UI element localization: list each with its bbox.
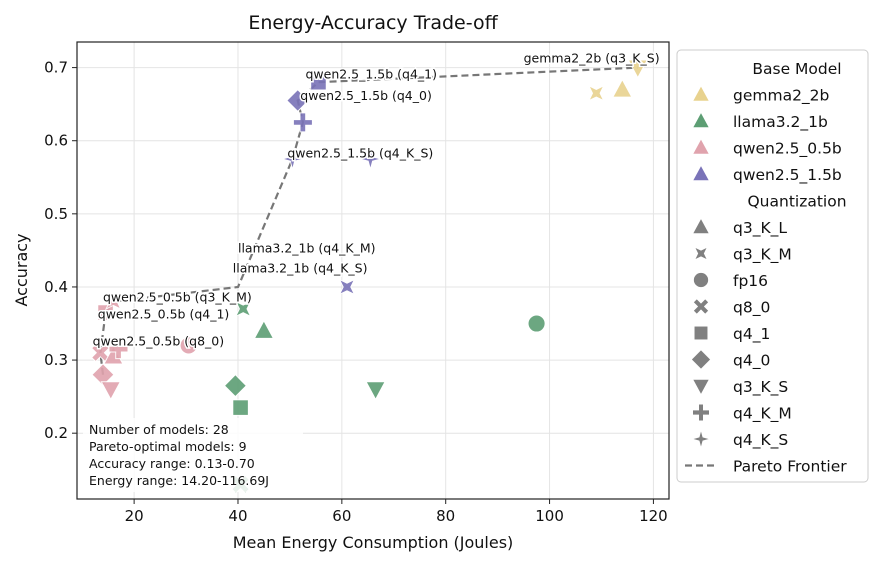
legend-marker xyxy=(693,245,709,262)
legend-marker xyxy=(691,378,711,396)
data-point xyxy=(234,300,252,318)
point-annotation: qwen2.5_0.5b (q8_0) xyxy=(93,333,225,348)
stats-line: Pareto-optimal models: 9 xyxy=(89,439,247,454)
y-tick-label: 0.7 xyxy=(44,59,68,77)
legend-label: q4_0 xyxy=(733,352,770,371)
data-point xyxy=(286,88,310,113)
legend-marker xyxy=(692,271,710,289)
point-annotations: gemma2_2b (q3_K_S) qwen2.5_1.5b (q4_1)qwe… xyxy=(91,49,661,350)
legend-label: Pareto Frontier xyxy=(733,458,847,476)
y-axis-label: Accuracy xyxy=(12,233,31,306)
legend-label: q4_K_M xyxy=(733,405,792,424)
y-tick-label: 0.3 xyxy=(44,351,68,369)
legend-label: q8_0 xyxy=(733,299,770,318)
summary-stats: Number of models: 28 Pareto-optimal model… xyxy=(83,418,303,492)
x-tick-label: 20 xyxy=(125,507,144,525)
pareto-frontier xyxy=(99,66,638,375)
point-annotation: qwen2.5_1.5b (q4_1) xyxy=(305,67,437,82)
legend-label: qwen2.5_1.5b xyxy=(733,166,842,185)
data-point xyxy=(310,73,327,91)
legend-label: gemma2_2b xyxy=(733,87,829,106)
data-point xyxy=(587,84,605,102)
stats-line: Energy range: 14.20-116.69J xyxy=(89,473,269,488)
point-annotation: qwen2.5_0.5b (q4_1) xyxy=(98,306,230,321)
data-point xyxy=(338,278,356,296)
legend: Base Model gemma2_2b llama3.2_1b qwen2.5_0.… xyxy=(676,49,869,483)
legend-label: llama3.2_1b xyxy=(733,113,828,132)
data-point xyxy=(90,343,110,363)
legend-label: qwen2.5_0.5b xyxy=(733,140,842,159)
x-tick-label: 120 xyxy=(639,507,668,525)
data-point xyxy=(611,78,633,98)
legend-marker xyxy=(690,348,712,371)
legend-marker xyxy=(691,84,711,102)
legend-marker xyxy=(689,427,713,451)
point-annotation: llama3.2_1b (q4_K_M) xyxy=(238,241,376,256)
point-annotation: gemma2_2b (q3_K_S) xyxy=(524,50,660,65)
data-point xyxy=(527,314,546,333)
stats-box xyxy=(83,418,303,492)
data-point xyxy=(627,59,649,79)
legend-label: q4_1 xyxy=(733,325,770,344)
data-point xyxy=(232,399,249,416)
legend-header: Base Model xyxy=(752,60,841,78)
legend-marker xyxy=(691,164,711,182)
legend-marker xyxy=(692,297,710,316)
data-point xyxy=(108,339,129,360)
legend-label: fp16 xyxy=(733,272,768,290)
legend-label: q3_K_M xyxy=(733,246,792,265)
x-tick-label: 100 xyxy=(535,507,564,525)
data-points xyxy=(90,59,649,494)
x-tick-label: 40 xyxy=(228,507,247,525)
point-annotation: qwen2.5_1.5b (q4_K_S) xyxy=(287,146,433,161)
legend-box xyxy=(676,49,869,483)
stats-line: Accuracy range: 0.13-0.70 xyxy=(89,456,255,471)
legend-marker xyxy=(693,325,709,341)
data-point xyxy=(358,146,383,172)
data-point xyxy=(292,112,313,133)
point-annotation: llama3.2_1b (q4_K_S) xyxy=(233,260,368,275)
data-point xyxy=(280,146,305,172)
x-axis-label: Mean Energy Consumption (Joules) xyxy=(233,533,514,552)
data-point xyxy=(179,336,198,355)
data-point xyxy=(223,373,248,398)
x-tick-label: 80 xyxy=(436,507,455,525)
stats-line: Number of models: 28 xyxy=(89,422,229,437)
y-tick-label: 0.5 xyxy=(44,205,68,223)
data-point xyxy=(253,319,275,339)
legend-marker xyxy=(692,403,710,422)
legend-marker xyxy=(691,217,711,235)
point-annotation: qwen2.5_1.5b (q4_0) xyxy=(300,88,432,103)
legend-label: q4_K_S xyxy=(733,431,788,450)
y-tick-label: 0.6 xyxy=(44,132,68,150)
legend-header: Quantization xyxy=(747,193,846,211)
legend-label: q3_K_L xyxy=(733,219,787,238)
legend-marker xyxy=(691,137,711,155)
data-point xyxy=(97,304,114,321)
chart-title: Energy-Accuracy Trade-off xyxy=(248,12,498,34)
data-point xyxy=(104,293,122,311)
pareto-frontier-line xyxy=(99,66,638,375)
x-tick-label: 60 xyxy=(332,507,351,525)
y-tick-label: 0.4 xyxy=(44,278,68,296)
legend-marker xyxy=(691,111,711,129)
axis-ticks: 20 40 60 80 100 120 0.2 0.3 0.4 0.5 0.6 0.7 xyxy=(44,59,668,525)
data-point xyxy=(100,381,122,401)
data-point xyxy=(365,381,386,401)
legend-label: q3_K_S xyxy=(733,378,788,397)
point-annotation: qwen2.5_0.5b (q3_K_M) xyxy=(103,290,252,305)
plot-frame xyxy=(76,41,670,500)
y-tick-label: 0.2 xyxy=(44,424,68,442)
